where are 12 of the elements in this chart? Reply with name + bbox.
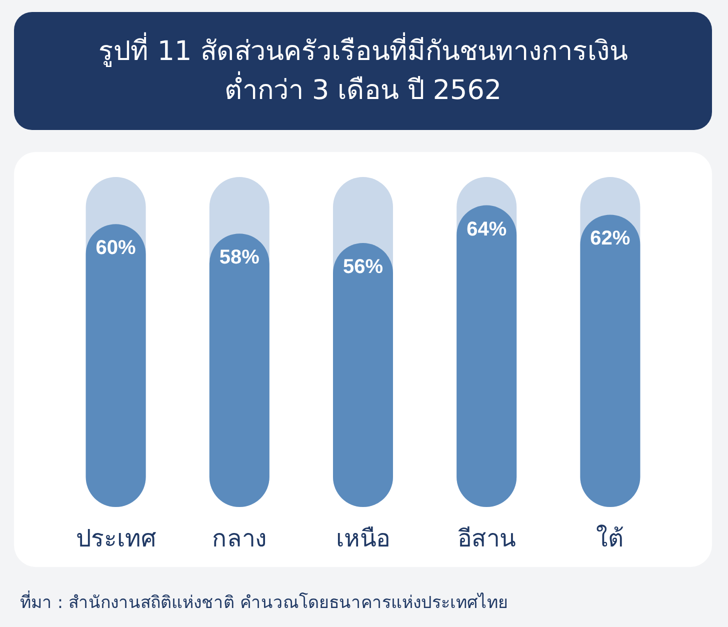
x-tick-label: กลาง [212, 526, 267, 552]
data-label: 58% [219, 246, 260, 269]
x-tick-label: ใต้ [596, 524, 624, 552]
text: ที่มา : สำนักงานสถิติแห่งชาติ คำนวณโดยธนาคารแห่งประเทศไทย [20, 590, 508, 615]
x-tick-label: เหนือ [336, 526, 390, 552]
data-label: 60% [96, 237, 136, 260]
data-label: 64% [466, 218, 507, 240]
data-label: 62% [590, 228, 630, 250]
chart-title: รูปที่ 11 สัดส่วนครัวเรือนที่มีกันชนทางการเงิน ต่ำกว่า 3 เดือน ปี 2562 [14, 12, 712, 130]
x-tick-label: ประเทศ [76, 526, 156, 552]
data-label: 56% [342, 256, 384, 278]
x-tick-label: อีสาน [458, 526, 516, 552]
